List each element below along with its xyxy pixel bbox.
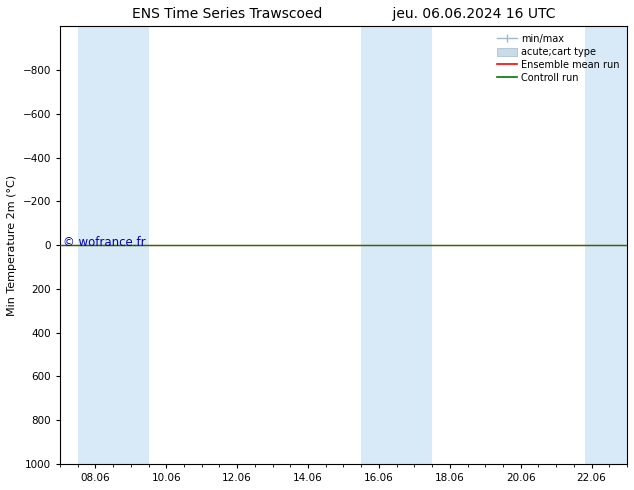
Y-axis label: Min Temperature 2m (°C): Min Temperature 2m (°C)	[7, 174, 17, 316]
Bar	[361, 26, 432, 464]
Bar	[585, 26, 627, 464]
Legend: min/max, acute;cart type, Ensemble mean run, Controll run: min/max, acute;cart type, Ensemble mean …	[495, 31, 622, 86]
Title: ENS Time Series Trawscoed                jeu. 06.06.2024 16 UTC: ENS Time Series Trawscoed jeu. 06.06.202…	[132, 7, 555, 21]
Bar	[77, 26, 148, 464]
Text: © wofrance.fr: © wofrance.fr	[63, 237, 145, 249]
